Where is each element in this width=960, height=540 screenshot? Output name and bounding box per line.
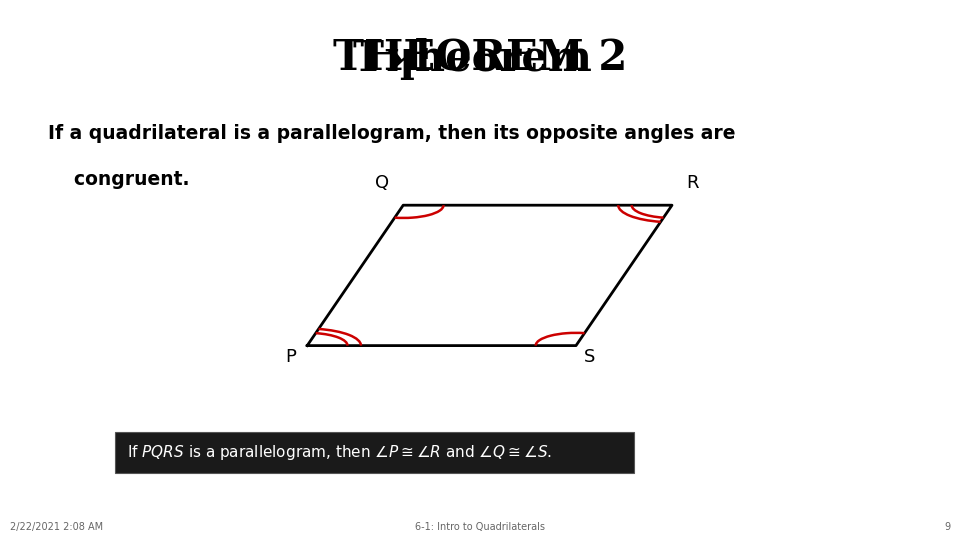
Text: 6-1: Intro to Quadrilaterals: 6-1: Intro to Quadrilaterals	[415, 522, 545, 532]
Text: Tʞheorem: Tʞheorem	[353, 38, 607, 80]
Text: If $\mathit{PQRS}$ is a parallelogram, then $\angle P \cong \angle R$ and $\angl: If $\mathit{PQRS}$ is a parallelogram, t…	[127, 443, 552, 462]
Text: S: S	[584, 348, 595, 366]
Text: P: P	[285, 348, 296, 366]
Text: R: R	[686, 174, 699, 192]
Text: 2/22/2021 2:08 AM: 2/22/2021 2:08 AM	[10, 522, 103, 532]
Text: 9: 9	[945, 522, 950, 532]
Bar	[115, 432, 634, 472]
Text: Q: Q	[374, 174, 389, 192]
Text: If a quadrilateral is a parallelogram, then its opposite angles are: If a quadrilateral is a parallelogram, t…	[48, 124, 735, 143]
Text: congruent.: congruent.	[48, 170, 189, 189]
Text: THEOREM 2: THEOREM 2	[333, 38, 627, 80]
